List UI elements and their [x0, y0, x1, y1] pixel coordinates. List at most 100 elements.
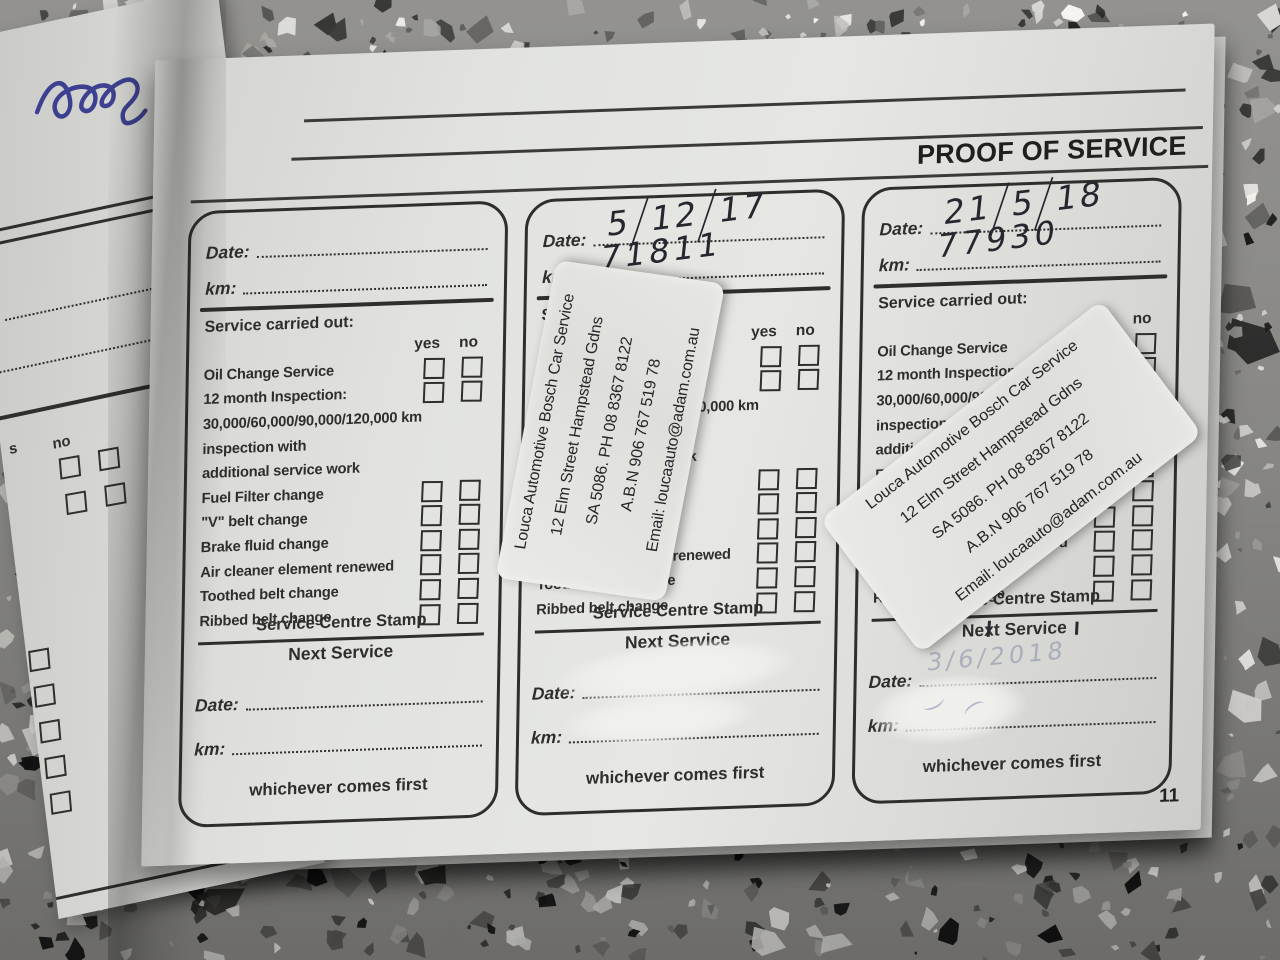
whichever-comes-first-label: whichever comes first [585, 762, 765, 789]
checkbox [97, 446, 121, 472]
checklist-item-label: Fuel Filter change [201, 486, 324, 508]
checkbox-no [458, 503, 480, 525]
checklist-item-label: inspection with [202, 438, 307, 458]
checkbox-yes [757, 493, 779, 515]
km-label: km: [205, 277, 237, 299]
checkbox [49, 790, 73, 815]
checkbox-no [1130, 554, 1152, 575]
no-column-label: no [795, 321, 815, 339]
checkbox-no [797, 344, 819, 366]
checkbox-yes [759, 370, 781, 392]
next-service-section: Service Centre Stamp Next Service Date: … [193, 608, 486, 803]
date-label: Date: [542, 229, 587, 252]
checkbox-no [797, 369, 819, 390]
header-rule-top [304, 88, 1186, 122]
next-km-row: km: [194, 711, 485, 761]
no-column-label: no [458, 332, 479, 351]
next-service-section: Service Centre Stamp Next Service Date: … [530, 597, 823, 792]
checkbox-pair [419, 553, 484, 576]
km-label: km: [878, 254, 911, 276]
checkbox-yes [756, 567, 778, 589]
left-page: s no [0, 0, 325, 920]
checkbox [104, 482, 127, 507]
service-book-page: PROOF OF SERVICE Date: km: Service carri… [141, 23, 1215, 867]
km-label: km: [530, 726, 563, 748]
checkbox-pair [759, 369, 824, 392]
checklist-item-label: additional service work [201, 460, 360, 483]
checkbox-yes [419, 579, 441, 600]
checkbox-yes [1092, 555, 1115, 577]
checkbox-no [794, 516, 816, 538]
no-column-label: no [1132, 309, 1152, 328]
checkbox-pair [756, 541, 821, 564]
checkbox-no [460, 356, 483, 377]
checkbox [28, 647, 51, 673]
checkbox-pair [420, 503, 485, 526]
next-km-dotted-line [232, 744, 482, 756]
checkbox-no [457, 528, 480, 550]
service-record-panel-1: Date: km: Service carried out: yes no Oi… [177, 200, 509, 829]
next-date-dotted-line [245, 700, 483, 711]
checkbox-no [1130, 529, 1153, 551]
checkbox-no [795, 467, 817, 489]
checkbox-no [794, 492, 817, 513]
date-label: Date: [879, 217, 924, 240]
checkbox [44, 754, 67, 780]
checkbox-no [456, 577, 479, 599]
checklist-item-label: "V" belt change [201, 511, 308, 532]
checkbox-no [1131, 505, 1153, 526]
checkbox-pair [756, 516, 821, 539]
checkbox-no [460, 380, 482, 402]
checkbox-yes [420, 529, 442, 551]
checklist-item-label: Toothed belt change [199, 584, 339, 606]
checkbox-pair [419, 577, 484, 600]
date-label: Date: [194, 694, 239, 716]
handwritten-signature [34, 77, 148, 126]
checkbox [58, 454, 82, 480]
checkbox-yes [422, 382, 445, 403]
whichever-comes-first-label: whichever comes first [922, 751, 1102, 777]
checkbox-no [457, 553, 479, 574]
checkbox-pair [757, 492, 822, 515]
checkbox-pair [1093, 529, 1158, 552]
checkbox-pair [1092, 554, 1157, 577]
checkbox-yes [420, 505, 442, 526]
checklist-item-label: Oil Change Service [203, 363, 335, 384]
checklist-item-label: Oil Change Service [877, 339, 1008, 361]
checkbox-yes [759, 345, 782, 367]
yes-column-label: yes [414, 334, 441, 353]
page-content: PROOF OF SERVICE Date: km: Service carri… [141, 24, 1214, 867]
service-carried-out-label: Service carried out: [204, 313, 355, 336]
checklist-item-label: Air cleaner element renewed [200, 558, 395, 581]
checkbox-pair [421, 479, 485, 502]
checkbox-no [793, 566, 815, 587]
next-km-row: km: [868, 667, 1159, 752]
checkbox-pair [420, 528, 484, 551]
yes-column-label: yes [750, 322, 778, 341]
checkbox-pair [759, 344, 824, 367]
service-carried-out-label: Service carried out: [878, 289, 1028, 313]
checkbox-pair [756, 566, 820, 589]
whichever-comes-first-label: whichever comes first [248, 774, 428, 800]
faint-handwritten-next-date: 3/6/2018 [925, 636, 1069, 677]
page-number: 11 [1158, 785, 1180, 807]
checklist-item-label: 12 month Inspection: [203, 387, 348, 409]
checkbox [38, 718, 62, 744]
checkbox [33, 683, 56, 708]
date-label: Date: [205, 241, 250, 263]
checkbox-yes [1093, 530, 1115, 552]
next-date-row: Date: [195, 667, 486, 717]
checkbox-no [794, 541, 816, 563]
checkbox-yes [423, 357, 445, 379]
next-km-row: km: [530, 685, 822, 754]
checkbox-pair [423, 356, 487, 379]
checkbox-yes [756, 542, 778, 564]
service-checklist: Oil Change Service 12 month Inspection:30… [199, 354, 488, 635]
checkbox-yes [756, 518, 779, 539]
checkbox [65, 490, 88, 516]
checkbox-pair [757, 467, 822, 490]
checklist-item-label: Brake fluid change [200, 535, 329, 557]
checklist-item-label: 30,000/60,000/90,000/120,000 km [202, 409, 423, 434]
checkbox-no [458, 479, 480, 501]
